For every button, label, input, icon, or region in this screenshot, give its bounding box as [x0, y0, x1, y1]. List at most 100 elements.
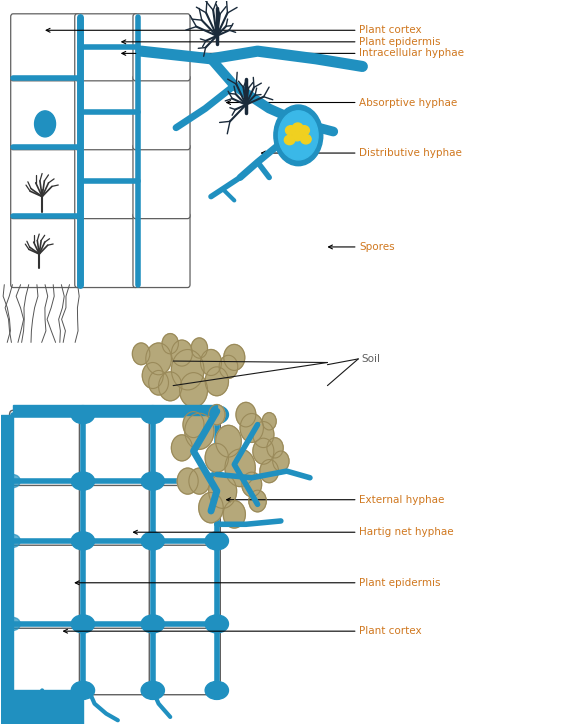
Bar	[13, 405, 217, 415]
Circle shape	[216, 426, 241, 457]
Ellipse shape	[301, 135, 311, 144]
Circle shape	[159, 372, 182, 401]
Circle shape	[35, 111, 56, 137]
FancyBboxPatch shape	[9, 536, 87, 629]
Circle shape	[260, 460, 278, 483]
Circle shape	[242, 472, 261, 497]
Circle shape	[278, 111, 318, 160]
Circle shape	[225, 449, 255, 486]
Ellipse shape	[146, 475, 160, 488]
Ellipse shape	[71, 682, 95, 700]
Circle shape	[253, 421, 274, 447]
FancyBboxPatch shape	[80, 410, 156, 486]
Circle shape	[224, 344, 245, 370]
Circle shape	[189, 468, 210, 494]
Circle shape	[191, 338, 208, 358]
Circle shape	[177, 468, 198, 494]
Circle shape	[132, 343, 150, 365]
Ellipse shape	[71, 472, 95, 490]
Ellipse shape	[146, 534, 160, 547]
Circle shape	[185, 413, 214, 450]
FancyBboxPatch shape	[11, 14, 80, 80]
Text: Intracellular hyphae: Intracellular hyphae	[359, 49, 464, 59]
Ellipse shape	[71, 405, 95, 423]
Ellipse shape	[146, 618, 160, 631]
Ellipse shape	[141, 615, 164, 633]
Circle shape	[201, 349, 222, 376]
Circle shape	[146, 343, 171, 375]
Ellipse shape	[141, 405, 164, 423]
FancyBboxPatch shape	[9, 410, 87, 486]
FancyBboxPatch shape	[80, 536, 156, 629]
Text: Plant epidermis: Plant epidermis	[359, 578, 441, 588]
FancyBboxPatch shape	[149, 410, 221, 486]
Ellipse shape	[75, 534, 90, 547]
Circle shape	[142, 362, 163, 389]
FancyBboxPatch shape	[133, 14, 190, 80]
FancyBboxPatch shape	[149, 620, 221, 695]
Text: Soil: Soil	[361, 354, 380, 364]
FancyBboxPatch shape	[133, 213, 190, 288]
Circle shape	[209, 473, 236, 508]
Circle shape	[249, 490, 266, 512]
FancyBboxPatch shape	[75, 144, 137, 219]
Circle shape	[240, 413, 263, 442]
Text: Spores: Spores	[359, 242, 395, 252]
Ellipse shape	[71, 615, 95, 633]
Circle shape	[262, 413, 276, 430]
FancyBboxPatch shape	[133, 144, 190, 219]
Circle shape	[273, 451, 289, 471]
Ellipse shape	[284, 136, 295, 145]
FancyBboxPatch shape	[80, 620, 156, 695]
Ellipse shape	[71, 532, 95, 550]
FancyBboxPatch shape	[11, 75, 80, 150]
FancyBboxPatch shape	[75, 75, 137, 150]
Text: External hyphae: External hyphae	[359, 494, 445, 505]
Ellipse shape	[75, 475, 90, 488]
FancyBboxPatch shape	[11, 213, 80, 288]
Circle shape	[219, 355, 238, 378]
Ellipse shape	[141, 682, 164, 700]
FancyBboxPatch shape	[133, 75, 190, 150]
Ellipse shape	[205, 615, 229, 633]
Ellipse shape	[6, 475, 20, 488]
Ellipse shape	[141, 532, 164, 550]
Circle shape	[205, 444, 229, 472]
Text: Plant epidermis: Plant epidermis	[359, 37, 441, 47]
Circle shape	[149, 370, 168, 395]
FancyBboxPatch shape	[75, 213, 137, 288]
Ellipse shape	[141, 472, 164, 490]
Circle shape	[236, 402, 256, 427]
Ellipse shape	[205, 682, 229, 700]
Ellipse shape	[205, 472, 229, 490]
Circle shape	[180, 373, 208, 407]
Ellipse shape	[6, 618, 20, 631]
Text: Distributive hyphae: Distributive hyphae	[359, 148, 462, 158]
Circle shape	[171, 435, 192, 461]
Text: Plant cortex: Plant cortex	[359, 626, 422, 636]
Ellipse shape	[285, 125, 296, 135]
Circle shape	[199, 492, 223, 523]
Ellipse shape	[205, 532, 229, 550]
Text: Absorptive hyphae: Absorptive hyphae	[359, 97, 457, 107]
Circle shape	[205, 367, 229, 396]
Ellipse shape	[205, 405, 229, 423]
Circle shape	[223, 500, 245, 528]
Circle shape	[183, 412, 204, 438]
Polygon shape	[1, 690, 83, 724]
FancyBboxPatch shape	[75, 14, 137, 80]
Circle shape	[171, 340, 192, 366]
FancyBboxPatch shape	[149, 477, 221, 545]
Ellipse shape	[299, 125, 309, 135]
FancyBboxPatch shape	[149, 536, 221, 629]
Text: Hartig net hyphae: Hartig net hyphae	[359, 527, 454, 537]
Ellipse shape	[292, 131, 302, 141]
FancyBboxPatch shape	[9, 620, 87, 695]
Circle shape	[209, 405, 225, 425]
Circle shape	[162, 334, 178, 354]
Ellipse shape	[75, 618, 90, 631]
FancyBboxPatch shape	[9, 477, 87, 545]
Circle shape	[274, 105, 323, 166]
FancyBboxPatch shape	[80, 477, 156, 545]
Circle shape	[267, 438, 283, 458]
